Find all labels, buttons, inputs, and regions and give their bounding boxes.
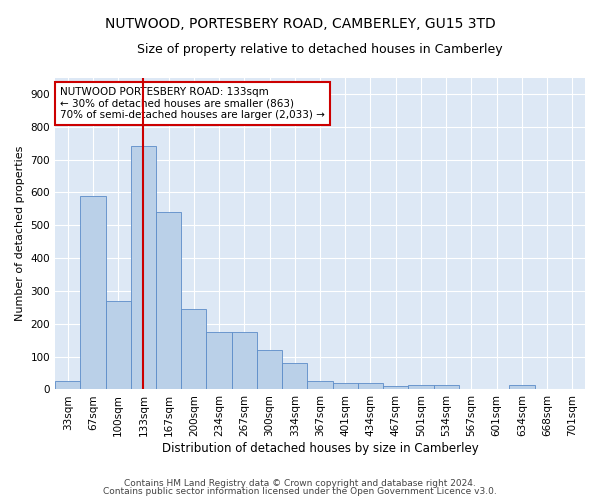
Bar (307, 380, 332, 390)
Text: NUTWOOD, PORTESBERY ROAD, CAMBERLEY, GU15 3TD: NUTWOOD, PORTESBERY ROAD, CAMBERLEY, GU1… (104, 18, 496, 32)
Bar (383, 386, 409, 390)
Text: Contains public sector information licensed under the Open Government Licence v3: Contains public sector information licen… (103, 488, 497, 496)
Bar (332, 383, 358, 390)
Bar (358, 383, 383, 390)
Bar (409, 385, 434, 390)
Bar (55, 380, 80, 390)
Bar (257, 350, 282, 390)
Title: Size of property relative to detached houses in Camberley: Size of property relative to detached ho… (137, 42, 503, 56)
Bar (206, 332, 232, 390)
Bar (509, 385, 535, 390)
Bar (181, 309, 206, 390)
Bar (434, 385, 459, 390)
Bar (282, 363, 307, 390)
Bar (232, 332, 257, 390)
Bar (131, 146, 156, 390)
Text: Contains HM Land Registry data © Crown copyright and database right 2024.: Contains HM Land Registry data © Crown c… (124, 478, 476, 488)
X-axis label: Distribution of detached houses by size in Camberley: Distribution of detached houses by size … (161, 442, 478, 455)
Bar (106, 301, 131, 390)
Y-axis label: Number of detached properties: Number of detached properties (15, 146, 25, 321)
Bar (80, 196, 106, 390)
Text: NUTWOOD PORTESBERY ROAD: 133sqm
← 30% of detached houses are smaller (863)
70% o: NUTWOOD PORTESBERY ROAD: 133sqm ← 30% of… (61, 87, 325, 120)
Bar (156, 212, 181, 390)
